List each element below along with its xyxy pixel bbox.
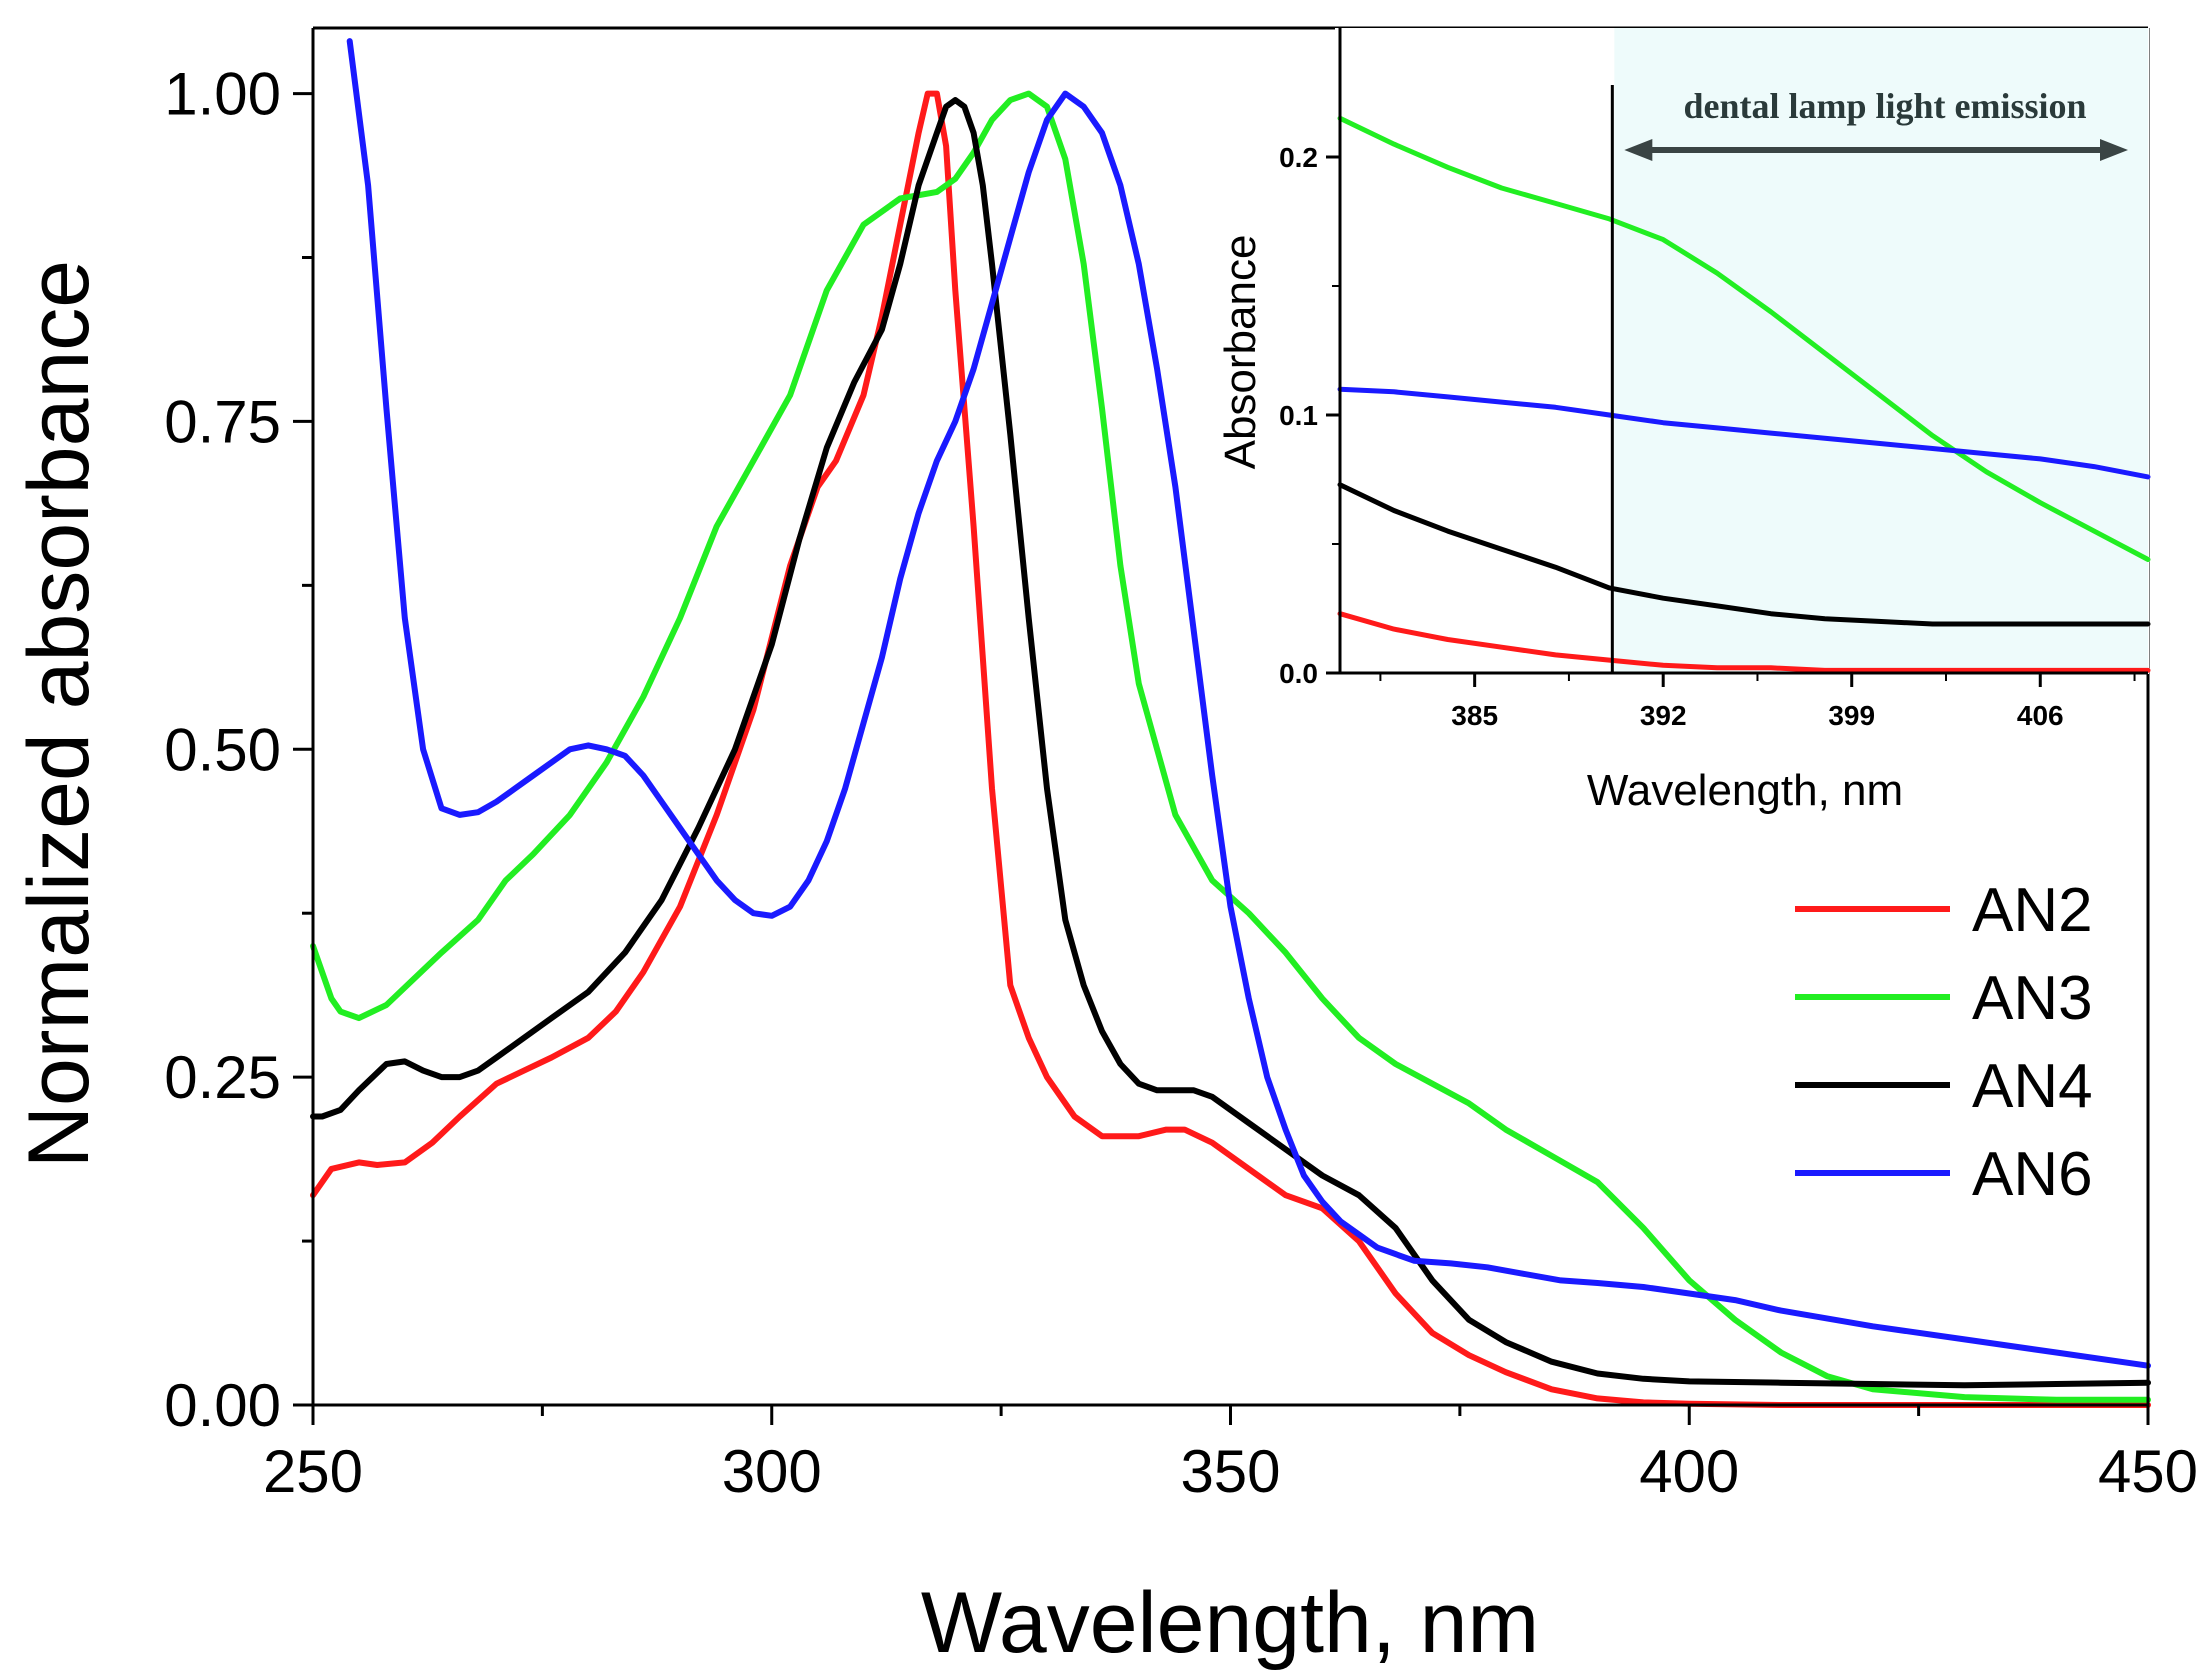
inset-x-tick-label: 385 — [1451, 700, 1498, 731]
x-tick-label: 400 — [1639, 1438, 1739, 1505]
inset-ticks: 385 392 399 406 0.0 0.1 0.2 — [1279, 142, 2136, 731]
legend-label-an4: AN4 — [1972, 1052, 2093, 1121]
series-an2-line — [310, 90, 2151, 1408]
main-curves — [310, 38, 2151, 1408]
y-tick-label: 1.00 — [164, 61, 281, 128]
legend: AN2 AN3 AN4 AN6 — [1795, 876, 2093, 1209]
inset-y-axis-title: Absorbance — [1216, 235, 1265, 470]
y-axis-title: Normalized absorbance — [11, 260, 107, 1168]
x-tick-label: 250 — [263, 1438, 363, 1505]
x-tick-label: 350 — [1180, 1438, 1280, 1505]
inset-x-axis-title: Wavelength, nm — [1587, 766, 1903, 815]
inset-series-an6-line — [1337, 386, 2151, 480]
arrow-left-head — [1624, 139, 1653, 161]
inset-x-tick-label: 399 — [1828, 700, 1875, 731]
series-an4-line — [310, 97, 2151, 1389]
series-an3-line — [310, 90, 2151, 1403]
inset-y-tick-label: 0.2 — [1279, 142, 1318, 173]
arrow-right-head — [2100, 139, 2128, 161]
series-an6-line — [346, 38, 2151, 1369]
inset-y-tick-label: 0.0 — [1279, 658, 1318, 689]
y-tick-label: 0.50 — [164, 716, 281, 783]
main-plot: 250 300 350 400 450 0.00 0.25 0.50 0.75 1.00 Wave… — [11, 26, 2198, 1671]
emission-annotation: dental lamp light emission — [1683, 86, 2086, 126]
y-tick-label: 0.00 — [164, 1372, 281, 1439]
main-ticks: 250 300 350 400 450 0.00 0.25 0.50 0.75 1.00 — [164, 61, 2198, 1505]
legend-label-an6: AN6 — [1972, 1140, 2093, 1209]
y-tick-label: 0.75 — [164, 388, 281, 455]
inset-series-an3-line — [1337, 115, 2151, 562]
dental-lamp-emission-region — [1614, 28, 2148, 673]
legend-label-an2: AN2 — [1972, 876, 2093, 945]
inset-series-an2-line — [1337, 611, 2151, 673]
inset-series-an4-line — [1337, 482, 2151, 627]
inset-plot: 385 392 399 406 0.0 0.1 0.2 dental lamp light … — [1216, 28, 2151, 815]
inset-x-tick-label: 406 — [2017, 700, 2064, 731]
x-tick-label: 300 — [722, 1438, 822, 1505]
y-tick-label: 0.25 — [164, 1044, 281, 1111]
legend-label-an3: AN3 — [1972, 964, 2093, 1033]
inset-x-tick-label: 392 — [1640, 700, 1687, 731]
inset-y-tick-label: 0.1 — [1279, 400, 1318, 431]
x-tick-label: 450 — [2098, 1438, 2198, 1505]
x-axis-title: Wavelength, nm — [921, 1575, 1539, 1671]
inset-curves — [1337, 115, 2151, 673]
